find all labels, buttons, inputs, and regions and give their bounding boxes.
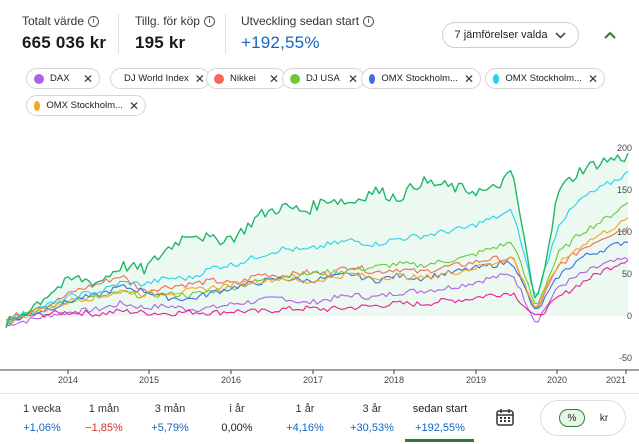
- total-value: 665 036 kr: [22, 33, 107, 52]
- period-6[interactable]: sedan start +192,55%: [410, 403, 470, 434]
- chevron-down-icon: [555, 31, 566, 39]
- performance-chart[interactable]: 200 150 100 50 0 -50 2014 2015 2016 2017 2018 2019 2…: [0, 140, 639, 390]
- series-line-omx-stockholm-orange-: [5, 217, 629, 326]
- close-icon[interactable]: ✕: [194, 71, 205, 86]
- comparison-dropdown-button[interactable]: 7 jämförelser valda: [442, 22, 579, 48]
- info-icon[interactable]: i: [203, 15, 215, 27]
- series-line-dax: [5, 257, 629, 326]
- x-tick-label: 2015: [139, 375, 159, 385]
- period-3[interactable]: i år 0,00%: [207, 403, 267, 434]
- comparison-chip[interactable]: OMX Stockholm... ✕: [26, 95, 146, 116]
- comparison-button-label: 7 jämförelser valda: [454, 29, 548, 41]
- series-color-dot: [493, 73, 500, 84]
- chip-label: Nikkei: [230, 73, 256, 84]
- comparison-chip[interactable]: OMX Stockholm... ✕: [361, 68, 481, 89]
- y-tick-label: 150: [617, 185, 632, 195]
- info-icon[interactable]: i: [363, 15, 375, 27]
- period-value: +5,79%: [151, 422, 189, 434]
- x-tick-label: 2019: [466, 375, 486, 385]
- development-value: +192,55%: [241, 33, 320, 52]
- comparison-chip[interactable]: DAX ✕: [26, 68, 100, 89]
- period-label: 1 vecka: [23, 403, 61, 415]
- development-label: Utveckling sedan start: [241, 14, 360, 28]
- period-value: +1,06%: [23, 422, 61, 434]
- x-tick-label: 2017: [303, 375, 323, 385]
- y-tick-label: 50: [622, 269, 632, 279]
- period-value: +4,16%: [286, 422, 324, 434]
- series-color-dot: [214, 73, 224, 84]
- period-label: 1 mån: [88, 403, 120, 415]
- period-selector: 1 vecka +1,06% 1 mån −1,85% 3 mån +5,79% i år 0…: [0, 396, 520, 444]
- portfolio-area: [6, 153, 628, 328]
- collapse-icon[interactable]: [602, 27, 618, 43]
- series-line-portf-lj: [5, 152, 629, 329]
- development-stat: Utveckling sedan start i +192,55%: [241, 14, 375, 53]
- currency-toggle-button[interactable]: kr: [599, 412, 609, 424]
- buying-power-stat: Tillg. för köp i 195 kr: [135, 14, 215, 53]
- chip-label: OMX Stockholm...: [46, 100, 123, 111]
- buying-power-label: Tillg. för köp: [135, 14, 200, 28]
- x-tick-label: 2021: [606, 375, 626, 385]
- series-color-dot: [34, 73, 44, 84]
- comparison-chip[interactable]: OMX Stockholm... ✕: [485, 68, 605, 89]
- period-0[interactable]: 1 vecka +1,06%: [12, 403, 72, 434]
- period-label: 1 år: [295, 403, 315, 415]
- chip-label: DJ World Index: [124, 73, 189, 84]
- period-5[interactable]: 3 år +30,53%: [342, 403, 402, 434]
- stats-header: Totalt värde i 665 036 kr Tillg. för köp i…: [0, 0, 639, 62]
- buying-power-value: 195 kr: [135, 33, 186, 52]
- active-period-indicator: [405, 439, 474, 442]
- series-color-dot: [290, 73, 300, 84]
- period-label: 3 år: [362, 403, 382, 415]
- calendar-icon[interactable]: [495, 407, 515, 427]
- info-icon[interactable]: i: [88, 15, 100, 27]
- y-tick-label: 200: [617, 143, 632, 153]
- chip-label: OMX Stockholm...: [505, 73, 582, 84]
- total-value-stat: Totalt värde i 665 036 kr: [22, 14, 106, 53]
- period-2[interactable]: 3 mån +5,79%: [140, 403, 200, 434]
- series-line-dj-world-index: [5, 259, 629, 326]
- series-color-dot: [34, 100, 41, 111]
- x-tick-label: 2018: [384, 375, 404, 385]
- period-value: +192,55%: [415, 422, 465, 434]
- y-tick-label: 100: [617, 227, 632, 237]
- chip-label: DAX: [50, 73, 70, 84]
- divider: [225, 14, 226, 54]
- chip-label: OMX Stockholm...: [381, 73, 458, 84]
- period-label: i år: [229, 403, 245, 415]
- close-icon[interactable]: ✕: [347, 71, 358, 86]
- unit-toggle: % kr: [540, 400, 626, 436]
- series-color-dot: [369, 73, 376, 84]
- close-icon[interactable]: ✕: [128, 98, 139, 113]
- total-value-label: Totalt värde: [22, 14, 85, 28]
- period-value: +30,53%: [350, 422, 394, 434]
- period-4[interactable]: 1 år +4,16%: [275, 403, 335, 434]
- close-icon[interactable]: ✕: [268, 71, 279, 86]
- comparison-chip[interactable]: DJ World Index ✕: [110, 68, 210, 89]
- comparison-chip[interactable]: DJ USA ✕: [282, 68, 365, 89]
- x-tick-label: 2020: [547, 375, 567, 385]
- period-value: −1,85%: [85, 422, 123, 434]
- y-tick-label: 0: [627, 311, 632, 321]
- x-tick-label: 2014: [58, 375, 78, 385]
- x-tick-label: 2016: [221, 375, 241, 385]
- period-value: 0,00%: [221, 422, 253, 434]
- close-icon[interactable]: ✕: [82, 71, 93, 86]
- divider: [0, 393, 639, 394]
- period-label: sedan start: [412, 403, 468, 415]
- chip-label: DJ USA: [306, 73, 340, 84]
- y-tick-label: -50: [619, 353, 632, 363]
- percent-toggle-button[interactable]: %: [559, 409, 585, 427]
- close-icon[interactable]: ✕: [463, 71, 474, 86]
- period-label: 3 mån: [154, 403, 186, 415]
- period-1[interactable]: 1 mån −1,85%: [74, 403, 134, 434]
- series-line-omx-stockholm-turkos-: [5, 170, 629, 322]
- divider: [118, 14, 119, 54]
- close-icon[interactable]: ✕: [587, 71, 598, 86]
- comparison-chip[interactable]: Nikkei ✕: [206, 68, 286, 89]
